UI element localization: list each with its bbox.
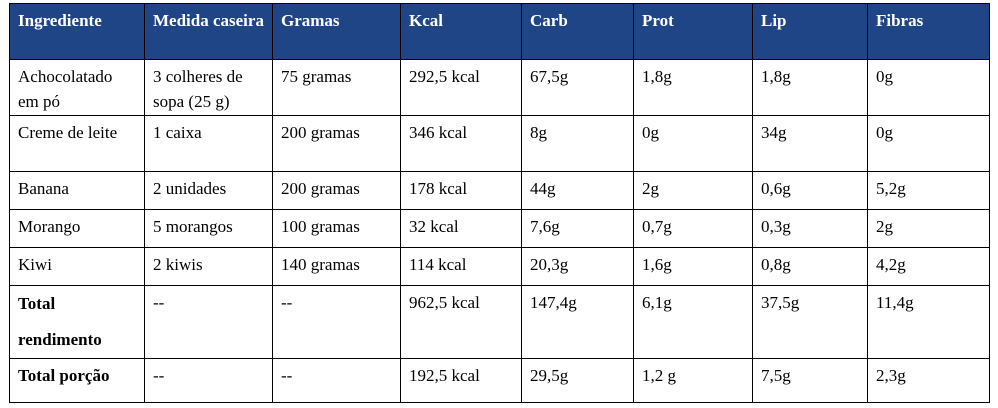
cell-fibras: 0g xyxy=(867,59,990,116)
cell-prot: 1,2 g xyxy=(633,358,753,403)
cell-fibras: 5,2g xyxy=(867,171,990,210)
nutrition-table: Ingrediente Medida caseira Gramas Kcal C… xyxy=(9,3,990,403)
cell-lip: 0,3g xyxy=(752,209,868,248)
cell-ingrediente: Creme de leite xyxy=(9,115,145,172)
cell-kcal: 32 kcal xyxy=(400,209,522,248)
header-prot: Prot xyxy=(633,3,753,60)
cell-ingrediente: Achocolatado em pó xyxy=(9,59,145,116)
cell-ingrediente: Banana xyxy=(9,171,145,210)
cell-fibras: 4,2g xyxy=(867,247,990,286)
header-lip: Lip xyxy=(752,3,868,60)
table-row: Achocolatado em pó 3 colheres de sopa (2… xyxy=(9,59,990,116)
cell-prot: 2g xyxy=(633,171,753,210)
cell-gramas: 200 gramas xyxy=(272,171,401,210)
header-row: Ingrediente Medida caseira Gramas Kcal C… xyxy=(9,3,990,60)
table-row: Kiwi 2 kiwis 140 gramas 114 kcal 20,3g 1… xyxy=(9,247,990,286)
cell-carb: 8g xyxy=(521,115,634,172)
cell-lip: 0,6g xyxy=(752,171,868,210)
cell-medida: 3 colheres de sopa (25 g) xyxy=(144,59,273,116)
cell-total-label: Total rendimento xyxy=(9,285,145,359)
cell-carb: 147,4g xyxy=(521,285,634,359)
cell-kcal: 346 kcal xyxy=(400,115,522,172)
cell-prot: 6,1g xyxy=(633,285,753,359)
cell-medida: -- xyxy=(144,285,273,359)
header-ingrediente: Ingrediente xyxy=(9,3,145,60)
cell-medida: 5 morangos xyxy=(144,209,273,248)
cell-gramas: -- xyxy=(272,358,401,403)
cell-fibras: 0g xyxy=(867,115,990,172)
header-medida-caseira: Medida caseira xyxy=(144,3,273,60)
cell-lip: 34g xyxy=(752,115,868,172)
cell-gramas: -- xyxy=(272,285,401,359)
cell-carb: 29,5g xyxy=(521,358,634,403)
total-rendimento-row: Total rendimento -- -- 962,5 kcal 147,4g… xyxy=(9,285,990,359)
cell-lip: 7,5g xyxy=(752,358,868,403)
cell-fibras: 11,4g xyxy=(867,285,990,359)
cell-medida: 2 unidades xyxy=(144,171,273,210)
cell-gramas: 140 gramas xyxy=(272,247,401,286)
cell-carb: 20,3g xyxy=(521,247,634,286)
cell-kcal: 192,5 kcal xyxy=(400,358,522,403)
header-carb: Carb xyxy=(521,3,634,60)
cell-medida: 1 caixa xyxy=(144,115,273,172)
cell-kcal: 292,5 kcal xyxy=(400,59,522,116)
cell-carb: 44g xyxy=(521,171,634,210)
header-gramas: Gramas xyxy=(272,3,401,60)
header-fibras: Fibras xyxy=(867,3,990,60)
cell-kcal: 114 kcal xyxy=(400,247,522,286)
cell-total-label: Total porção xyxy=(9,358,145,403)
cell-gramas: 100 gramas xyxy=(272,209,401,248)
cell-gramas: 200 gramas xyxy=(272,115,401,172)
total-porcao-row: Total porção -- -- 192,5 kcal 29,5g 1,2 … xyxy=(9,358,990,403)
cell-ingrediente: Kiwi xyxy=(9,247,145,286)
cell-prot: 1,6g xyxy=(633,247,753,286)
cell-fibras: 2g xyxy=(867,209,990,248)
cell-ingrediente: Morango xyxy=(9,209,145,248)
header-kcal: Kcal xyxy=(400,3,522,60)
cell-fibras: 2,3g xyxy=(867,358,990,403)
cell-gramas: 75 gramas xyxy=(272,59,401,116)
cell-lip: 0,8g xyxy=(752,247,868,286)
cell-lip: 1,8g xyxy=(752,59,868,116)
cell-medida: 2 kiwis xyxy=(144,247,273,286)
cell-medida: -- xyxy=(144,358,273,403)
cell-carb: 67,5g xyxy=(521,59,634,116)
cell-prot: 0,7g xyxy=(633,209,753,248)
cell-prot: 0g xyxy=(633,115,753,172)
cell-carb: 7,6g xyxy=(521,209,634,248)
table-row: Morango 5 morangos 100 gramas 32 kcal 7,… xyxy=(9,209,990,248)
cell-lip: 37,5g xyxy=(752,285,868,359)
cell-kcal: 178 kcal xyxy=(400,171,522,210)
table-row: Creme de leite 1 caixa 200 gramas 346 kc… xyxy=(9,115,990,172)
table-row: Banana 2 unidades 200 gramas 178 kcal 44… xyxy=(9,171,990,210)
cell-prot: 1,8g xyxy=(633,59,753,116)
cell-kcal: 962,5 kcal xyxy=(400,285,522,359)
